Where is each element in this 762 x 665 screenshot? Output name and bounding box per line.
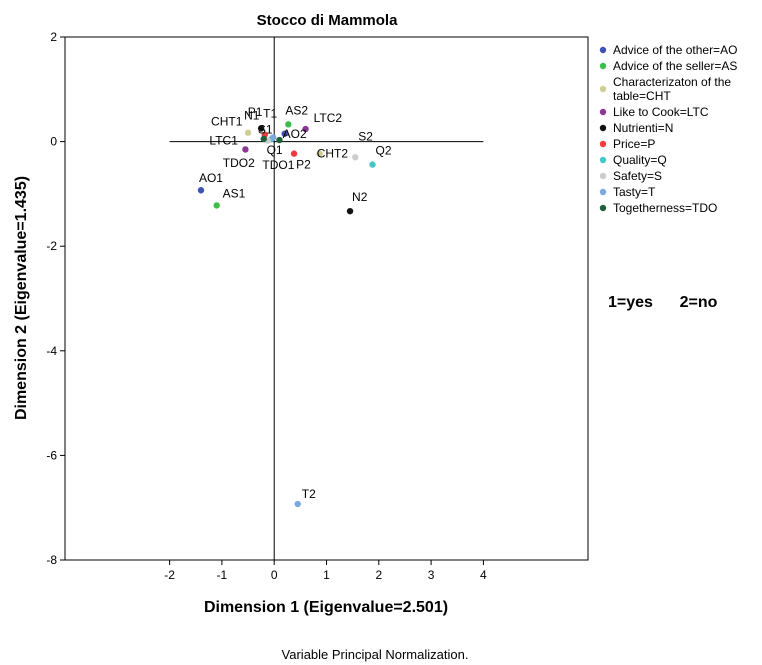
reference-lines <box>169 37 484 560</box>
point-label-s1: S1 <box>258 123 273 137</box>
x-tick-label: 1 <box>323 568 330 582</box>
legend-label: Quality=Q <box>613 153 667 167</box>
y-axis-title: Dimension 2 (Eigenvalue=1.435) <box>13 176 30 420</box>
point-n1 <box>257 125 265 132</box>
x-tick-label: 4 <box>480 568 487 582</box>
legend-label: Safety=S <box>613 169 662 183</box>
point-labels: AO1 AO2 AS1 AS2 CHT1 CHT2 LTC1 LTC2 N1 N2 P1 P2 Q1 Q2… <box>199 103 392 501</box>
point-as1 <box>213 202 220 209</box>
point-label-t2: T2 <box>302 487 316 501</box>
legend-marker <box>599 156 607 164</box>
x-tick-label: 3 <box>428 568 435 582</box>
point-t2 <box>294 500 301 508</box>
point-n2 <box>346 207 354 215</box>
legend-label: Tasty=T <box>613 185 656 199</box>
x-tick-label: -1 <box>217 568 228 582</box>
legend-label: Like to Cook=LTC <box>613 105 709 119</box>
point-label-t1: T1 <box>263 106 277 120</box>
data-points <box>197 121 376 508</box>
legend-marker <box>599 188 607 196</box>
legend-marker <box>599 62 607 70</box>
point-label-n2: N2 <box>352 190 368 204</box>
y-tick-label: -4 <box>46 344 57 358</box>
chart-title: Stocco di Mammola <box>257 12 399 29</box>
point-p2 <box>290 150 298 157</box>
point-q2 <box>369 161 376 168</box>
point-tdo2 <box>260 135 267 143</box>
legend: Advice of the other=AO Advice of the sell… <box>599 43 737 215</box>
point-label-ao2: AO2 <box>283 127 307 141</box>
point-tdo1 <box>276 136 283 144</box>
point-label-tdo2: TDO2 <box>223 156 255 170</box>
legend-marker <box>599 204 607 212</box>
point-ao1 <box>197 187 205 194</box>
point-label-p1: P1 <box>248 105 263 119</box>
y-tick-label: -6 <box>46 448 57 462</box>
legend-label: Advice of the other=AO <box>613 43 737 57</box>
point-label-ao1: AO1 <box>199 171 223 185</box>
coding-note: 1=yes 2=no <box>608 294 718 311</box>
y-tick-label: 2 <box>50 30 57 44</box>
y-tick-label: -8 <box>46 553 57 567</box>
point-label-q2: Q2 <box>376 144 392 158</box>
point-ao2 <box>281 130 288 137</box>
x-tick-label: 2 <box>375 568 382 582</box>
point-label-as2: AS2 <box>285 103 308 117</box>
legend-marker <box>599 140 607 148</box>
point-label-s2: S2 <box>358 129 373 143</box>
point-t1 <box>269 134 277 141</box>
point-label-n1: N1 <box>244 109 260 123</box>
point-label-as1: AS1 <box>223 186 246 200</box>
y-tick-label: -2 <box>46 239 57 253</box>
point-label-q1: Q1 <box>267 143 283 157</box>
point-label-p2: P2 <box>296 158 311 172</box>
y-tick-label: 0 <box>50 135 57 149</box>
legend-label: Characterizaton of the table=CHT <box>613 75 731 103</box>
point-label-cht1: CHT1 <box>211 115 243 129</box>
point-label-ltc2: LTC2 <box>314 111 343 125</box>
point-s2 <box>352 154 359 161</box>
legend-marker <box>599 108 607 116</box>
point-label-ltc1: LTC1 <box>209 133 238 147</box>
point-ltc2 <box>302 125 309 133</box>
legend-marker <box>599 85 607 93</box>
point-ltc1 <box>242 146 249 153</box>
legend-marker <box>599 124 607 132</box>
point-label-cht2: CHT2 <box>317 147 349 161</box>
legend-label: Advice of the seller=AS <box>613 59 737 73</box>
point-cht1 <box>244 129 252 136</box>
normalization-footnote: Variable Principal Normalization. <box>282 647 469 662</box>
ticks: -2 -1 0 1 2 3 4 2 0 -2 -4 -6 -8 <box>46 30 487 582</box>
point-as2 <box>285 121 292 128</box>
point-label-tdo1: TDO1 <box>262 158 294 172</box>
x-axis-title: Dimension 1 (Eigenvalue=2.501) <box>204 599 448 616</box>
legend-label: Price=P <box>613 137 655 151</box>
legend-label: Togetherness=TDO <box>613 201 717 215</box>
x-tick-label: -2 <box>164 568 175 582</box>
x-tick-label: 0 <box>271 568 278 582</box>
legend-marker <box>599 46 607 54</box>
legend-marker <box>599 172 607 180</box>
point-cht2 <box>316 150 323 157</box>
legend-label: Nutrienti=N <box>613 121 673 135</box>
